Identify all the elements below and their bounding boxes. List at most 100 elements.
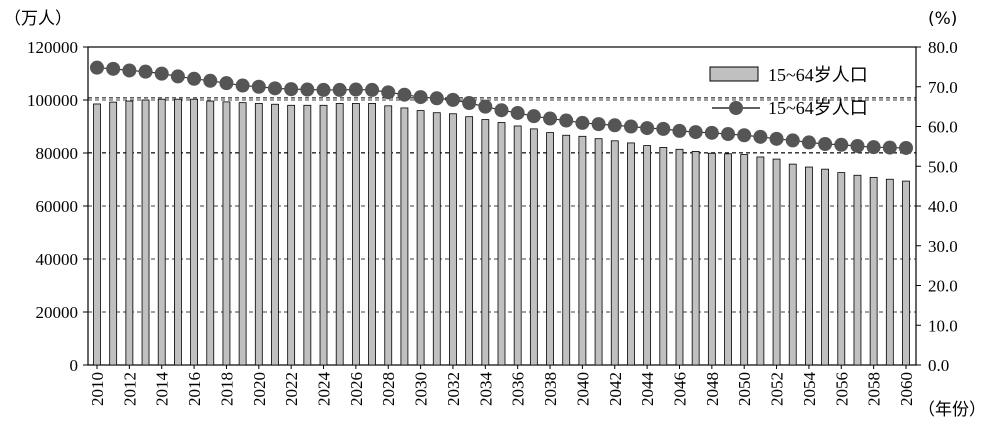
bar <box>902 180 910 366</box>
bar <box>853 174 862 366</box>
bar <box>190 98 198 366</box>
line-point <box>348 82 363 97</box>
right-tick-label: 10.0 <box>928 316 958 335</box>
bar <box>287 104 296 366</box>
line-point <box>801 135 816 150</box>
line-point <box>899 140 913 155</box>
bar <box>740 154 749 366</box>
bar <box>351 103 360 366</box>
line-point <box>559 113 574 128</box>
right-tick-label: 0.0 <box>928 356 949 375</box>
x-tick-label: 2036 <box>509 372 528 406</box>
right-axis-ticks: 0.0 10.0 20.0 30.0 40.0 50.0 60.0 70.0 80.0 <box>916 38 958 375</box>
bar <box>173 98 182 366</box>
bar <box>707 152 716 366</box>
x-tick-label: 2028 <box>379 372 398 406</box>
bar <box>788 163 797 366</box>
line-point <box>721 127 736 142</box>
left-tick-label: 0 <box>70 356 79 375</box>
line-point <box>90 60 104 75</box>
x-tick-label: 2018 <box>217 372 236 406</box>
right-tick-label: 30.0 <box>928 237 958 256</box>
bar <box>610 140 619 366</box>
left-tick-label: 120000 <box>27 38 78 57</box>
bar <box>724 153 732 366</box>
bar <box>109 101 118 366</box>
x-tick-label: 2056 <box>832 372 851 406</box>
bar <box>206 100 215 366</box>
x-tick-label: 2014 <box>153 372 172 407</box>
x-tick-label: 2040 <box>573 372 592 406</box>
bar <box>254 103 263 366</box>
line-point <box>656 121 671 136</box>
bar <box>643 145 652 366</box>
left-axis-ticks: 0 20000 40000 60000 80000 100000 120000 <box>27 38 88 375</box>
left-tick-label: 100000 <box>27 91 78 110</box>
bar <box>659 147 668 366</box>
line-point <box>866 140 881 155</box>
line-point <box>850 138 865 153</box>
x-tick-label: 2032 <box>444 372 463 406</box>
bar <box>869 176 878 366</box>
x-tick-label: 2050 <box>735 372 754 406</box>
line-point <box>429 91 444 106</box>
bar <box>578 135 587 366</box>
bar <box>222 101 231 366</box>
line-point <box>704 125 719 140</box>
bar <box>384 105 393 366</box>
x-tick-label: 2048 <box>703 372 722 406</box>
line-point <box>737 128 752 143</box>
bar <box>271 103 279 366</box>
line-point <box>381 85 396 100</box>
line-point <box>785 133 800 148</box>
line-point <box>332 82 347 97</box>
x-tick-label: 2022 <box>282 372 301 406</box>
bar <box>756 156 765 366</box>
bar <box>805 166 813 366</box>
line-point <box>640 121 655 136</box>
bar <box>368 103 376 366</box>
line-point <box>769 131 784 146</box>
line-point <box>170 69 185 84</box>
bar <box>821 168 829 366</box>
bar <box>400 107 409 366</box>
bar <box>513 125 522 366</box>
legend-bar-swatch <box>709 66 759 82</box>
x-tick-label: 2058 <box>865 372 884 406</box>
line-point <box>300 82 315 97</box>
line-point <box>154 66 169 81</box>
x-tick-label: 2020 <box>250 372 269 406</box>
bar <box>125 100 134 366</box>
line-point <box>122 63 137 78</box>
line-point <box>526 109 541 124</box>
bar <box>141 99 150 366</box>
line-point <box>494 103 509 118</box>
line-point <box>672 123 687 138</box>
bar <box>772 158 781 366</box>
bar <box>238 102 247 366</box>
line-point <box>106 61 121 76</box>
bar <box>93 103 101 366</box>
x-tick-label: 2044 <box>638 372 657 407</box>
bar <box>335 103 344 366</box>
line-point <box>235 78 250 93</box>
line-point <box>284 82 299 97</box>
line-point <box>623 119 638 134</box>
bar <box>465 116 474 366</box>
x-tick-label: 2030 <box>412 372 431 406</box>
bar <box>497 122 506 366</box>
left-tick-label: 40000 <box>36 250 79 269</box>
x-tick-label: 2038 <box>541 372 560 406</box>
bar <box>481 119 490 366</box>
bar <box>691 151 700 366</box>
line-point <box>316 82 331 97</box>
line-point <box>397 87 412 102</box>
bar <box>837 172 846 366</box>
left-tick-label: 60000 <box>36 197 79 216</box>
bar-series <box>93 98 910 366</box>
bar <box>157 98 166 366</box>
x-tick-label: 2026 <box>347 372 366 406</box>
line-point <box>365 82 380 97</box>
line-point <box>203 73 218 88</box>
x-tick-label: 2016 <box>185 372 204 406</box>
